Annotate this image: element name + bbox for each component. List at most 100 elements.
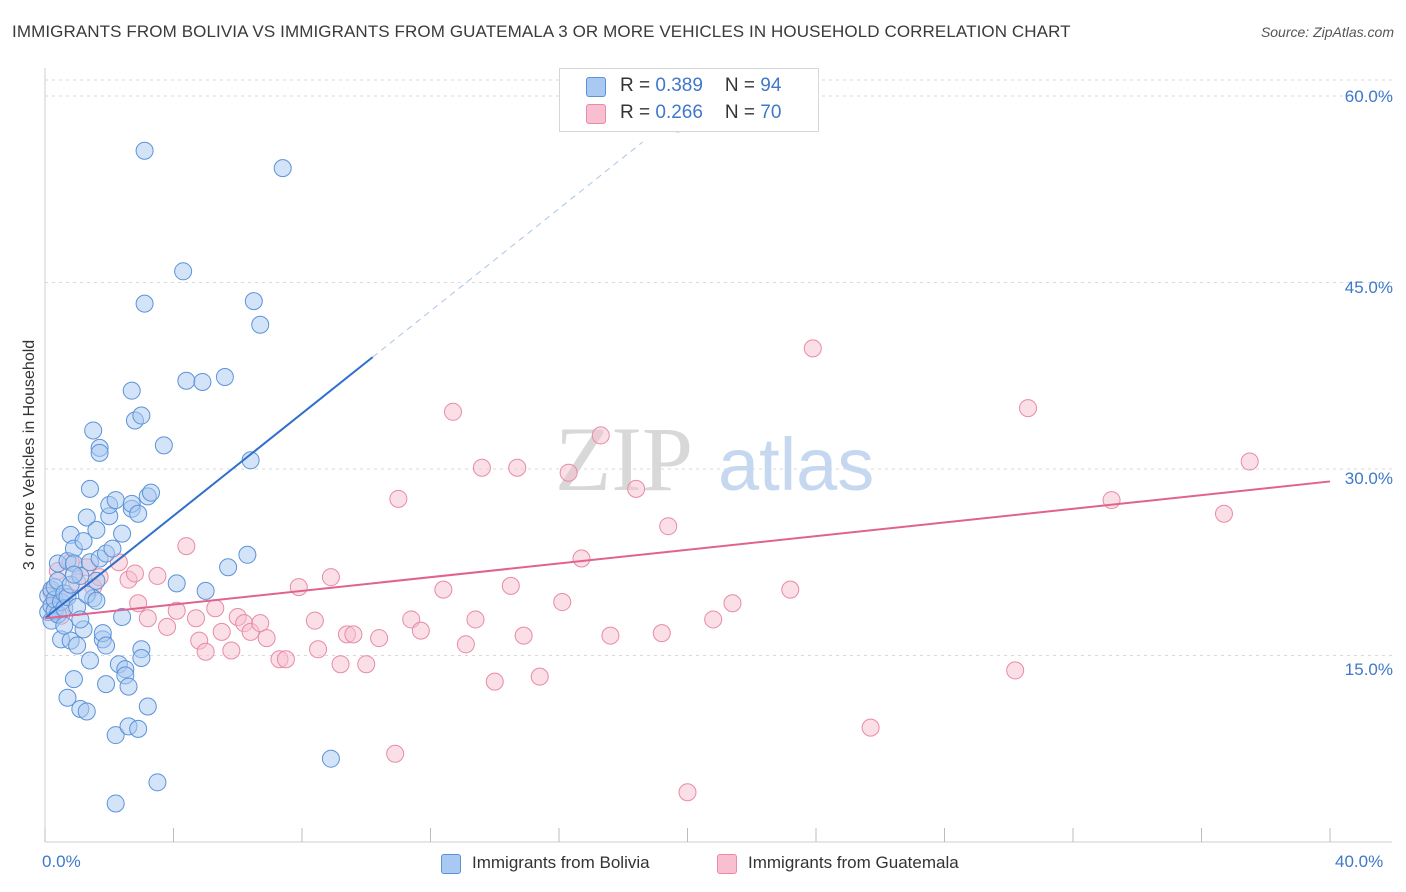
guatemala-point — [508, 458, 527, 477]
guatemala-point — [559, 463, 578, 482]
bottom-swatch-bolivia — [441, 854, 461, 874]
bolivia-point — [132, 648, 151, 667]
guatemala-point — [472, 458, 491, 477]
trend-lines — [44, 141, 1331, 620]
guatemala-point — [305, 611, 324, 630]
gridlines — [45, 79, 1392, 656]
bolivia-point — [58, 688, 77, 707]
guatemala-point — [1006, 661, 1025, 680]
bolivia-point — [68, 636, 87, 655]
guatemala-point — [601, 626, 620, 645]
guatemala-point — [276, 650, 295, 669]
guatemala-point — [861, 718, 880, 737]
r-value: 0.266 — [655, 102, 703, 123]
guatemala-point — [652, 624, 671, 643]
bolivia-point — [106, 794, 125, 813]
bolivia-point — [64, 670, 83, 689]
n-value: 94 — [760, 75, 782, 96]
bolivia-point — [90, 443, 109, 462]
n-value: 70 — [760, 102, 782, 123]
guatemala-point — [321, 568, 340, 587]
guatemala-trend-line — [44, 480, 1331, 620]
guatemala-point — [331, 655, 350, 674]
source-label: Source: ZipAtlas.com — [1260, 24, 1394, 40]
bolivia-point — [238, 545, 257, 564]
guatemala-point — [196, 642, 215, 661]
guatemala-point — [186, 609, 205, 628]
guatemala-point — [678, 783, 697, 802]
y-tick-label: 45.0% — [1344, 278, 1393, 297]
r-value: 0.389 — [655, 75, 703, 96]
guatemala-point — [167, 601, 186, 620]
guatemala-point — [781, 580, 800, 599]
bolivia-point — [138, 697, 157, 716]
bolivia-point — [113, 607, 132, 626]
bolivia-point — [244, 292, 263, 311]
series-bolivia-points — [39, 141, 340, 813]
guatemala-point — [723, 594, 742, 613]
guatemala-point — [222, 641, 241, 660]
bolivia-point — [87, 591, 106, 610]
bolivia-point — [119, 677, 138, 696]
guatemala-point — [138, 609, 157, 628]
guatemala-point — [591, 426, 610, 445]
bolivia-point — [122, 381, 141, 400]
y-axis-label: 3 or more Vehicles in Household — [21, 339, 38, 571]
guatemala-point — [206, 599, 225, 618]
guatemala-point — [357, 655, 376, 674]
legend-text: R = 0.266 N = 70 — [620, 102, 782, 123]
chart-title: IMMIGRANTS FROM BOLIVIA VS IMMIGRANTS FR… — [12, 22, 1071, 41]
watermark: ZIP atlas — [555, 408, 874, 510]
x-tick-label: 0.0% — [42, 852, 81, 871]
guatemala-point — [501, 576, 520, 595]
guatemala-point — [704, 610, 723, 629]
guatemala-point — [456, 635, 475, 654]
guatemala-point — [1019, 399, 1038, 418]
bolivia-trend-line — [44, 356, 374, 619]
guatemala-point — [289, 578, 308, 597]
bolivia-point — [174, 262, 193, 281]
bolivia-trend-extension — [372, 141, 643, 358]
guatemala-point — [125, 564, 144, 583]
guatemala-point — [177, 537, 196, 556]
bolivia-point — [215, 367, 234, 386]
axes — [44, 68, 1392, 843]
bolivia-point — [106, 726, 125, 745]
guatemala-point — [411, 621, 430, 640]
bolivia-point — [129, 719, 148, 738]
guatemala-point — [344, 625, 363, 644]
guatemala-point — [309, 640, 328, 659]
bolivia-point — [148, 773, 167, 792]
watermark-atlas: atlas — [718, 423, 874, 506]
guatemala-point — [148, 566, 167, 585]
legend-swatch-bolivia — [586, 77, 606, 97]
bolivia-point — [103, 539, 122, 558]
guatemala-point — [627, 479, 646, 498]
bolivia-point — [80, 479, 99, 498]
bolivia-point — [177, 371, 196, 390]
series-name-guatemala: Immigrants from Guatemala — [748, 853, 959, 872]
bolivia-point — [273, 159, 292, 178]
guatemala-point — [257, 629, 276, 648]
bolivia-point — [55, 616, 74, 635]
guatemala-point — [158, 617, 177, 636]
guatemala-point — [389, 489, 408, 508]
bolivia-point — [77, 508, 96, 527]
guatemala-point — [659, 517, 678, 536]
bolivia-point — [80, 651, 99, 670]
guatemala-point — [530, 667, 549, 686]
correlation-legend: R = 0.389 N = 94 R = 0.266 N = 70 — [559, 68, 819, 132]
bolivia-point — [196, 581, 215, 600]
series-name-bolivia: Immigrants from Bolivia — [472, 853, 650, 872]
y-tick-label: 60.0% — [1344, 87, 1393, 106]
guatemala-point — [553, 593, 572, 612]
guatemala-point — [370, 629, 389, 648]
bolivia-point — [97, 675, 116, 694]
watermark-zip: ZIP — [555, 408, 693, 510]
bolivia-point — [106, 491, 125, 510]
guatemala-point — [514, 626, 533, 645]
guatemala-point — [1240, 452, 1259, 471]
bolivia-point — [135, 141, 154, 160]
bolivia-point — [167, 574, 186, 593]
